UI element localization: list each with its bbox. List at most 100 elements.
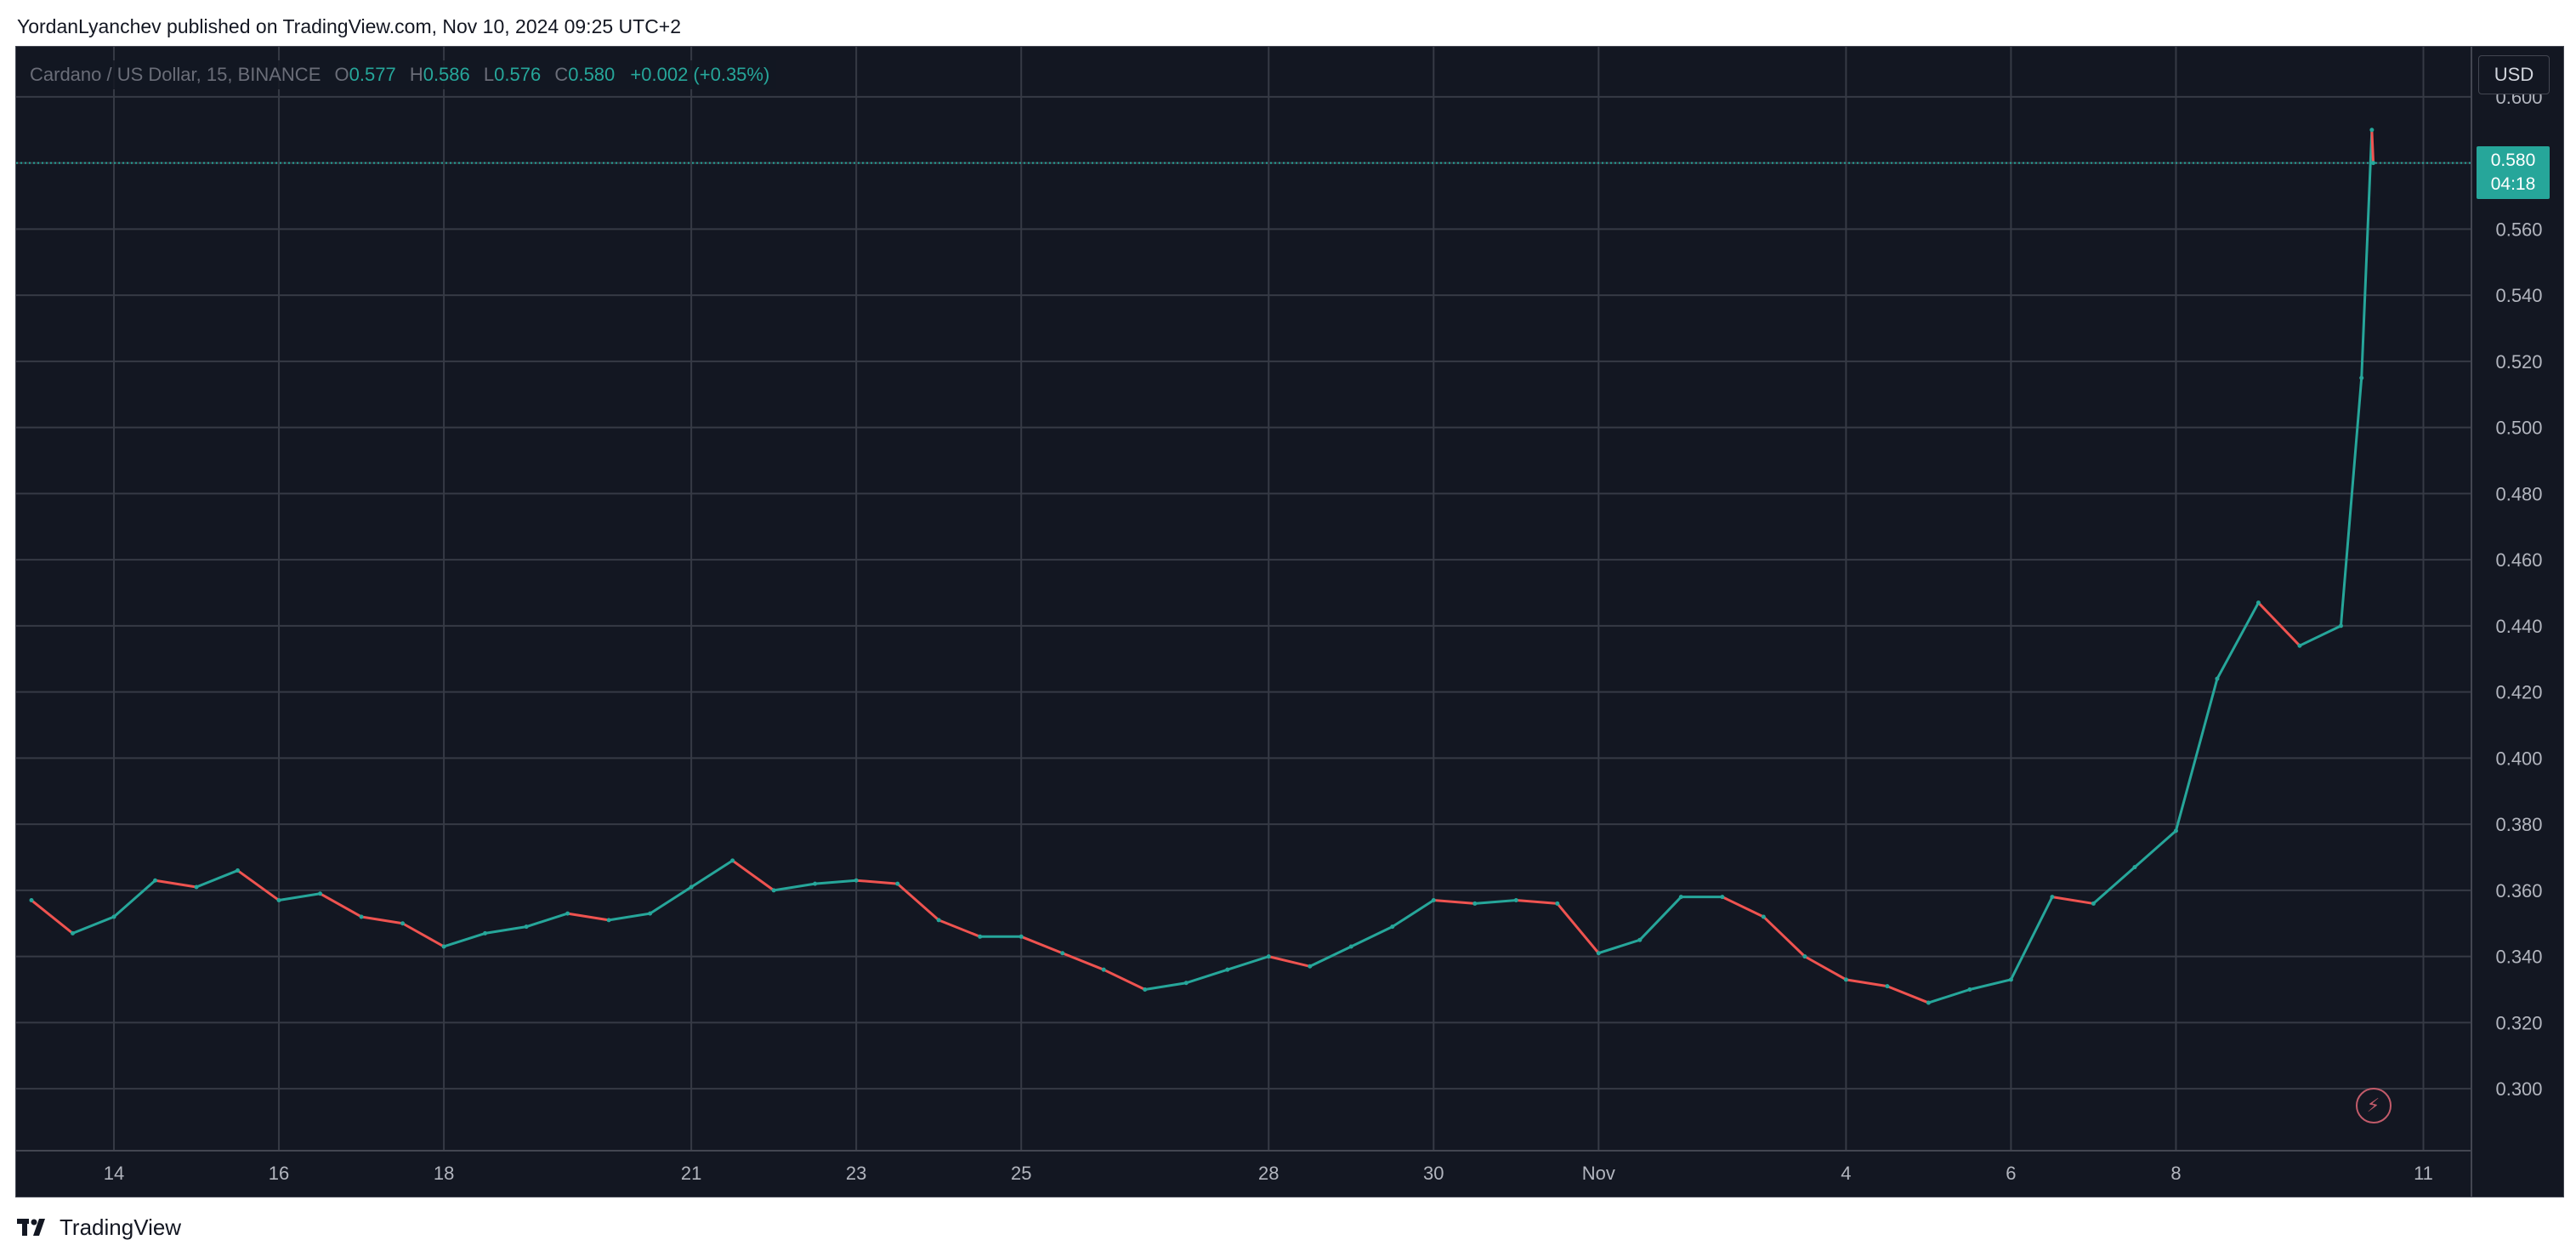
price-point [2091,901,2096,906]
low-label: L [483,64,495,85]
price-segment [2216,601,2260,680]
price-point [895,881,900,886]
price-segment [2339,376,2363,628]
price-segment [1721,896,1765,919]
tradingview-logo-icon [17,1219,45,1236]
x-tick-label: 28 [1258,1163,1279,1184]
price-point [1472,901,1478,906]
price-segment [814,879,858,885]
price-segment [360,915,405,925]
price-point [2369,128,2375,133]
price-point [111,914,116,919]
open-label: O [334,64,349,85]
price-point [2173,828,2178,833]
price-segment [2370,128,2375,165]
price-point [1348,944,1353,949]
price-point [1555,901,1560,906]
price-segment [71,915,116,935]
publisher-line: YordanLyanchev published on TradingView.… [17,15,682,37]
price-segment [1597,938,1642,955]
price-segment [1926,988,1972,1004]
price-segment [1349,925,1394,948]
price-segment [1143,981,1188,991]
price-point [2338,623,2343,628]
y-tick-label: 0.400 [2495,748,2542,769]
price-point [1266,954,1271,959]
price-segment [2256,601,2301,647]
price-point [1761,914,1766,919]
lightning-icon[interactable]: ⚡ [2355,1087,2392,1123]
price-segment [1102,968,1147,991]
y-tick-label: 0.540 [2495,285,2542,306]
change-value: +0.002 (+0.35%) [630,64,770,85]
price-segment [1061,952,1105,971]
price-segment [689,859,735,889]
price-point [2297,643,2302,648]
x-tick-label: Nov [1582,1163,1615,1184]
price-point [1101,967,1106,972]
y-tick-label: 0.500 [2495,418,2542,439]
x-tick-label: 8 [2170,1163,2181,1184]
last-price-value: 0.580 [2490,150,2536,170]
price-point [771,888,776,893]
price-point [1390,924,1395,930]
symbol-legend[interactable]: Cardano / US Dollar, 15, BINANCE O0.577 … [30,60,777,89]
price-segment [1514,899,1559,905]
price-segment [195,869,240,889]
price-point [854,878,859,883]
price-segment [1226,955,1270,971]
price-point [1060,951,1065,956]
price-point [606,918,611,923]
price-point [235,868,241,873]
close-value: 0.580 [568,64,616,85]
price-segment [649,885,693,915]
price-point [1183,981,1189,986]
price-segment [2051,896,2095,905]
price-segment [1556,902,1600,955]
footer-brand[interactable]: TradingView [17,1213,181,1242]
price-segment [2298,624,2342,647]
price-segment [277,892,322,902]
y-tick-label: 0.380 [2495,814,2542,835]
chart-container[interactable]: 0.6000.5800.5600.5400.5200.5000.4800.460… [15,46,2564,1197]
price-segment [1762,915,1807,958]
price-point [1802,954,1807,959]
currency-button[interactable]: USD [2478,55,2550,94]
y-tick-label: 0.420 [2495,682,2542,703]
price-point [524,924,529,930]
price-point [730,858,735,863]
price-segment [319,892,363,919]
price-segment [1886,985,1930,1004]
price-point [1308,964,1313,969]
price-segment [772,882,817,892]
price-chart[interactable]: 0.6000.5800.5600.5400.5200.5000.4800.460… [16,47,2563,1197]
price-point [1018,934,1024,939]
price-point [1678,895,1683,900]
price-segment [154,879,198,889]
price-point [689,884,694,890]
price-segment [1184,968,1229,985]
x-tick-label: 4 [1841,1163,1851,1184]
last-price-tag: 0.580 04:18 [2477,145,2550,199]
price-point [813,881,818,886]
price-point [1720,895,1725,900]
open-value: 0.577 [349,64,396,85]
price-segment [525,912,570,929]
price-point [400,921,406,926]
price-point [1225,967,1230,972]
brand-name: TradingView [60,1214,182,1240]
x-tick-label: 18 [434,1163,454,1184]
price-point [359,914,364,919]
x-tick-label: 25 [1011,1163,1031,1184]
price-point [483,930,488,936]
price-point [1513,898,1518,903]
price-segment [896,882,940,922]
price-point [1926,1000,1931,1005]
y-tick-label: 0.300 [2495,1078,2542,1100]
close-label: C [554,64,569,85]
price-point [565,911,570,916]
price-segment [1267,955,1312,968]
x-tick-label: 21 [681,1163,701,1184]
price-point [2008,977,2013,982]
price-segment [236,869,281,902]
